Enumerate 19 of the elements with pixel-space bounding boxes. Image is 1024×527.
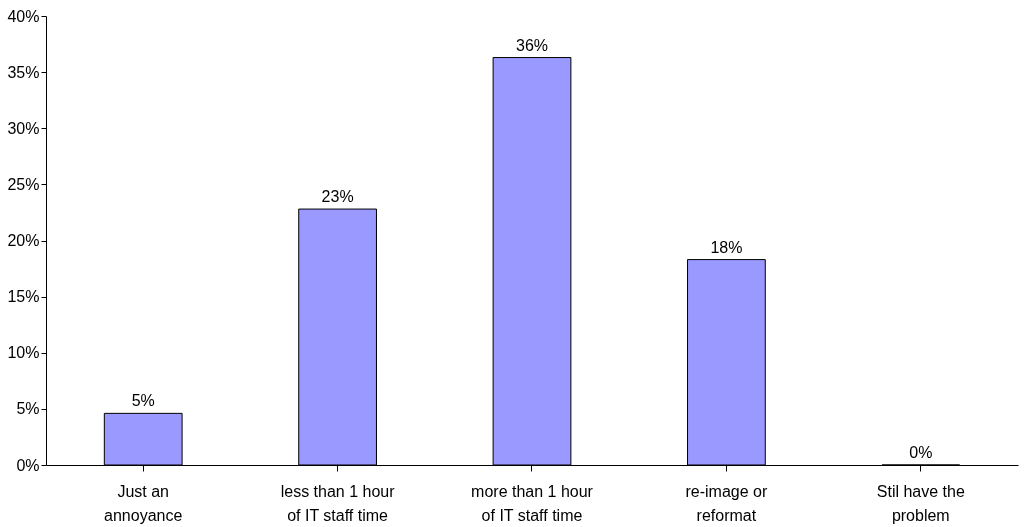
- x-tick-label: Just an annoyance: [104, 482, 183, 524]
- data-label: 36%: [515, 36, 549, 54]
- y-tick-label: 30%: [7, 119, 40, 137]
- y-tick-label: 10%: [7, 344, 40, 362]
- y-tick-label: 5%: [16, 400, 40, 418]
- x-tick-label: re-image or reformat: [685, 482, 768, 524]
- y-tick-label: 40%: [7, 7, 40, 25]
- y-tick-label: 35%: [7, 63, 40, 81]
- data-label: 5%: [131, 392, 155, 410]
- x-tick-label: less than 1 hour of IT staff time: [280, 482, 396, 524]
- data-label: 18%: [710, 238, 743, 256]
- x-tick-label: more than 1 hour of IT staff time: [471, 482, 594, 524]
- y-tick-label: 25%: [7, 175, 40, 193]
- data-label: 0%: [909, 444, 933, 461]
- y-tick-label: 0%: [16, 456, 40, 474]
- y-tick-label: 20%: [7, 232, 40, 249]
- y-tick-label: 15%: [7, 288, 40, 306]
- x-tick-label: Stil have the problem: [876, 482, 965, 524]
- data-label: 23%: [321, 188, 354, 206]
